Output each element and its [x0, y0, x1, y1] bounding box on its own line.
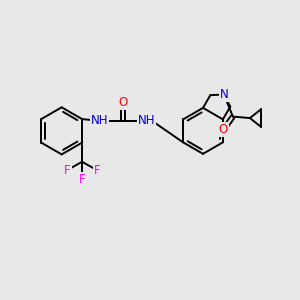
Text: N: N — [220, 88, 228, 101]
Text: NH: NH — [137, 114, 155, 127]
Text: F: F — [64, 164, 71, 176]
Text: NH: NH — [91, 114, 109, 127]
Text: O: O — [119, 96, 128, 110]
Text: F: F — [94, 164, 100, 176]
Text: O: O — [219, 123, 228, 136]
Text: F: F — [79, 173, 86, 186]
